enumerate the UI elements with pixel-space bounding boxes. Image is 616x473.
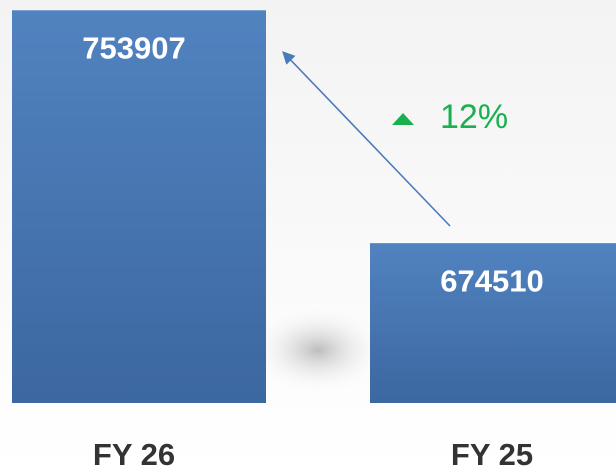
x-tick-label: FY 25 xyxy=(451,437,533,472)
x-tick-label: FY 26 xyxy=(93,437,175,472)
shadow xyxy=(248,305,388,395)
change-label: 12% xyxy=(440,98,508,136)
bar xyxy=(370,243,616,403)
bar xyxy=(12,10,266,403)
value-label: 674510 xyxy=(440,263,543,298)
growth-arrow xyxy=(282,51,451,227)
value-label: 753907 xyxy=(82,30,185,65)
up-triangle xyxy=(392,113,414,125)
